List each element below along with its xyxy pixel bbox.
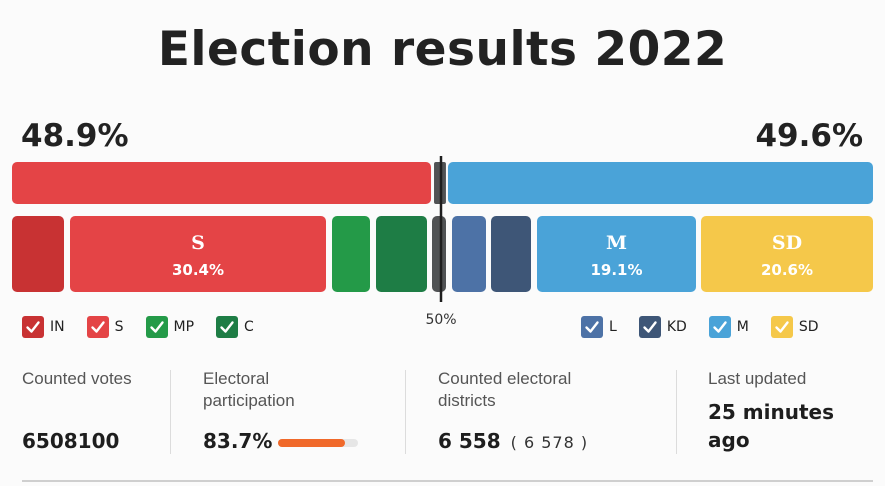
legend-item-s[interactable]: S: [86, 316, 124, 338]
legend-right-bloc: L KD M SD: [581, 316, 841, 338]
bottom-divider: [22, 480, 873, 482]
checkbox-checked-icon[interactable]: [708, 316, 731, 338]
party-segment-mp: [332, 216, 370, 292]
party-segment-kd: [491, 216, 531, 292]
participation-row: 83.7%: [203, 429, 359, 453]
bloc-bar-left: [12, 162, 432, 204]
legend-label: SD: [798, 319, 819, 335]
party-segment-c: [376, 216, 427, 292]
party-value-m: 19.1%: [590, 261, 642, 279]
participation-label: Electoral participation: [203, 369, 295, 410]
party-segment-l: [452, 216, 486, 292]
districts-total: ( 6 578 ): [510, 433, 589, 452]
legend-item-sd[interactable]: SD: [770, 316, 819, 338]
districts-row: 6 558 ( 6 578 ): [438, 429, 588, 453]
checkbox-checked-icon[interactable]: [770, 316, 793, 338]
party-value-s: 30.4%: [172, 261, 224, 279]
majority-line-label: 50%: [425, 312, 456, 328]
updated-label: Last updated: [708, 369, 807, 388]
updated-value: 25 minutes ago: [708, 400, 834, 452]
right-bloc-total: 49.6%: [755, 118, 863, 154]
legend-label: IN: [50, 319, 65, 335]
party-segment-other: [432, 216, 446, 292]
legend-label: MP: [173, 319, 195, 335]
party-value-sd: 20.6%: [761, 261, 813, 279]
stat-divider: [676, 370, 677, 454]
legend-label: S: [114, 319, 124, 335]
participation-value: 83.7%: [203, 429, 273, 453]
party-label-s: S: [191, 232, 205, 254]
party-segment-m: [537, 216, 696, 292]
legend-item-in[interactable]: IN: [22, 316, 65, 338]
checkbox-checked-icon[interactable]: [22, 316, 44, 338]
legend-item-c[interactable]: C: [216, 316, 254, 338]
left-bloc-total: 48.9%: [21, 118, 129, 154]
participation-bar: [278, 438, 359, 447]
stat-divider: [405, 370, 406, 454]
stat-last-updated: Last updated 25 minutes ago: [708, 368, 868, 458]
counted-votes-label: Counted votes: [22, 369, 132, 388]
legend-label: M: [736, 319, 749, 335]
stat-divider: [170, 370, 171, 454]
checkbox-checked-icon[interactable]: [581, 316, 603, 338]
participation-bar-fill: [278, 438, 346, 447]
checkbox-checked-icon[interactable]: [145, 316, 168, 338]
checkbox-checked-icon[interactable]: [216, 316, 239, 338]
party-label-sd: SD: [772, 232, 802, 254]
stats-panel: Counted votes 6508100 Electoral particip…: [0, 368, 885, 458]
bloc-bar-right: [447, 162, 873, 204]
stat-counted-votes: Counted votes 6508100: [22, 368, 152, 458]
page-title: Election results 2022: [157, 22, 728, 77]
legend-item-m[interactable]: M: [708, 316, 749, 338]
stat-districts: Counted electoral districts 6 558 ( 6 578…: [438, 368, 658, 458]
party-segment-sd: [701, 216, 873, 292]
legend-label: C: [244, 319, 254, 335]
party-label-m: M: [606, 232, 627, 254]
legend-item-l[interactable]: L: [581, 316, 617, 338]
legend-item-kd[interactable]: KD: [638, 316, 687, 338]
districts-value: 6 558: [438, 429, 501, 453]
legend-left-bloc: IN S MP C: [22, 316, 276, 338]
results-chart: S 30.4% M 19.1% SD 20.6% 50%: [12, 156, 873, 328]
legend-label: L: [609, 319, 617, 335]
legend-label: KD: [666, 319, 687, 335]
districts-label: Counted electoral districts: [438, 369, 572, 410]
stat-participation: Electoral participation 83.7%: [203, 368, 393, 458]
counted-votes-value: 6508100: [22, 429, 120, 453]
checkbox-checked-icon[interactable]: [638, 316, 661, 338]
legend-item-mp[interactable]: MP: [145, 316, 195, 338]
party-segment-s: [70, 216, 326, 292]
party-segment-in: [12, 216, 64, 292]
checkbox-checked-icon[interactable]: [86, 316, 109, 338]
